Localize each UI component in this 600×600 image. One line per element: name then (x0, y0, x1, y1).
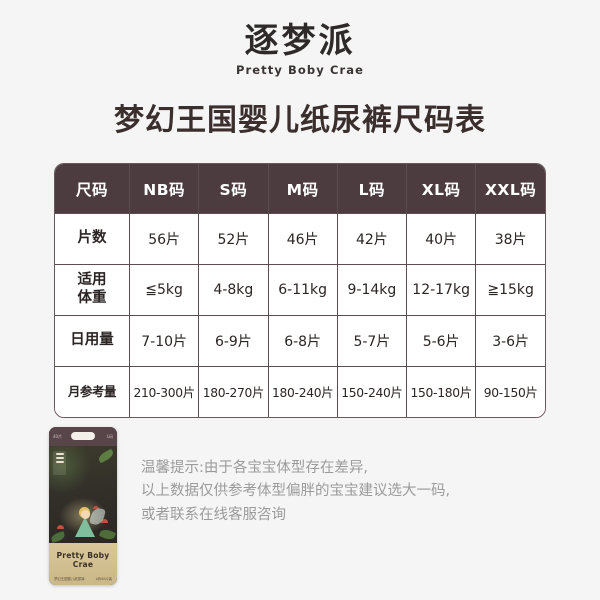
column-header-xl: XL码 (406, 164, 477, 215)
brand-logo-cn: 逐梦派 (244, 21, 356, 61)
row-label-weight-line2: 体重 (77, 290, 107, 307)
brand-logo-en: Pretty Boby Crae (235, 63, 365, 78)
table-row: 月参考量 210-300片 180-270片 180-240片 150-240片… (55, 366, 545, 418)
cell-weight-xl: 12-17kg (406, 264, 477, 317)
table-row: 片数 56片 52片 46片 42片 40片 38片 (55, 213, 545, 266)
package-brand-band: Pretty Boby Crae 梦幻王国婴儿纸尿裤 L码40片装 (49, 543, 117, 585)
cell-weight-m: 6-11kg (268, 264, 338, 317)
package-brand-name: Pretty Boby Crae (56, 551, 110, 569)
row-label-count: 片数 (55, 213, 130, 266)
cell-count-nb: 56片 (129, 213, 200, 266)
size-chart-table: 尺码 NB码 S码 M码 L码 XL码 XXL码 片数 56片 52片 46片 … (54, 163, 546, 419)
note-line-1: 温馨提示:由于各宝宝体型存在差异, (141, 460, 368, 476)
row-label-weight-line1: 适用 (77, 272, 107, 289)
mushroom-icon (101, 519, 108, 523)
note-line-3: 或者联系在线客服咨询 (141, 506, 286, 523)
cell-monthly-xxl: 90-150片 (475, 366, 545, 418)
package-handle-cutout (71, 432, 95, 440)
cell-monthly-m: 180-240片 (268, 366, 338, 418)
table-row: 适用 体重 ≦5kg 4-8kg 6-11kg 9-14kg 12-17kg ≧… (55, 264, 545, 317)
row-label-monthly: 月参考量 (55, 366, 130, 418)
cell-weight-l: 9-14kg (337, 264, 408, 317)
brand-logo: 逐梦派 Pretty Boby Crae (0, 0, 600, 77)
cell-count-s: 52片 (198, 213, 269, 266)
package-top-strip: 40片 L码 (49, 427, 117, 446)
package-band-footer: 梦幻王国婴儿纸尿裤 L码40片装 (49, 569, 117, 581)
column-header-xxl: XXL码 (475, 164, 545, 215)
leaf-icon (50, 531, 66, 543)
cell-weight-nb: ≦5kg (129, 264, 200, 317)
cell-count-xl: 40片 (406, 213, 477, 266)
cell-count-l: 42片 (337, 213, 408, 266)
note-line-2: 以上数据仅供参考体型偏胖的宝宝建议选大一码, (141, 483, 451, 500)
column-header-size: 尺码 (55, 164, 130, 215)
cell-weight-xxl: ≧15kg (475, 264, 545, 317)
package-logo-line (55, 457, 64, 459)
disclaimer-note: 温馨提示:由于各宝宝体型存在差异, 以上数据仅供参考体型偏胖的宝宝建议选大一码,… (141, 457, 561, 527)
package-badge-size: L码 (106, 433, 113, 439)
package-footer-left: 梦幻王国婴儿纸尿裤 (54, 577, 85, 581)
footer-section: 40片 L码 Pretty Boby Crae 梦幻王国婴儿纸尿裤 (0, 424, 600, 600)
cell-monthly-xl: 150-180片 (406, 366, 477, 418)
table-row: 日用量 7-10片 6-9片 6-8片 5-7片 5-6片 3-6片 (55, 315, 545, 368)
package-footer-right: L码40片装 (95, 577, 112, 581)
cell-count-xxl: 38片 (475, 213, 545, 266)
leaf-icon (97, 448, 115, 464)
package-logo-box (53, 451, 66, 475)
mushroom-icon (57, 525, 64, 529)
column-header-l: L码 (337, 164, 408, 215)
row-label-weight: 适用 体重 (55, 264, 130, 317)
cell-count-m: 46片 (268, 213, 338, 266)
cell-monthly-nb: 210-300片 (129, 366, 200, 418)
cell-daily-s: 6-9片 (198, 315, 269, 368)
column-header-nb: NB码 (129, 164, 200, 215)
package-badge-count: 40片 (53, 433, 63, 439)
column-header-s: S码 (198, 164, 269, 215)
fairy-body-icon (75, 517, 95, 537)
package-artwork (49, 446, 117, 543)
package-logo-line (55, 461, 64, 463)
column-header-m: M码 (268, 164, 338, 215)
cell-daily-l: 5-7片 (337, 315, 408, 368)
cell-monthly-l: 150-240片 (337, 366, 408, 418)
cell-daily-xl: 5-6片 (406, 315, 477, 368)
cell-daily-m: 6-8片 (268, 315, 338, 368)
row-label-daily: 日用量 (55, 315, 130, 368)
cell-monthly-s: 180-270片 (198, 366, 269, 418)
mushroom-icon (93, 505, 99, 509)
table-header-row: 尺码 NB码 S码 M码 L码 XL码 XXL码 (55, 164, 545, 215)
leaf-icon (98, 527, 117, 542)
package-logo-line (55, 453, 64, 455)
product-package-image: 40片 L码 Pretty Boby Crae 梦幻王国婴儿纸尿裤 (49, 427, 117, 585)
cell-weight-s: 4-8kg (198, 264, 269, 317)
fairy-head-icon (81, 510, 90, 519)
page-title: 梦幻王国婴儿纸尿裤尺码表 (114, 103, 486, 139)
cell-daily-xxl: 3-6片 (475, 315, 545, 368)
cell-daily-nb: 7-10片 (129, 315, 200, 368)
